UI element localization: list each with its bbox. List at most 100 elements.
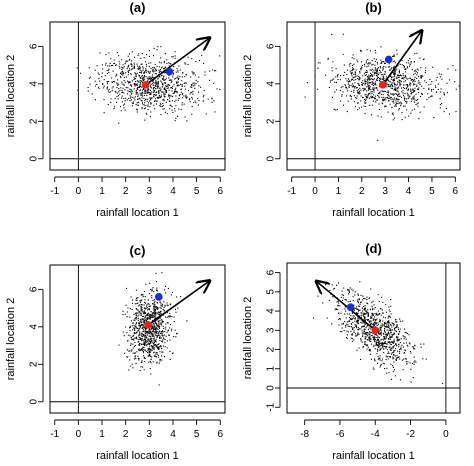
sample-point [377,336,379,338]
sample-point [146,77,148,79]
sample-point [135,322,137,324]
sample-point [103,87,105,89]
sample-point [405,109,408,111]
sample-point [124,100,126,102]
sample-point [198,100,200,102]
sample-point [105,54,107,56]
sample-point [139,79,141,81]
sample-point [155,311,157,313]
sample-point [394,330,396,332]
sample-point [145,283,147,285]
sample-point [420,92,423,94]
sample-point [448,79,451,81]
sample-point [164,346,166,348]
sample-point [145,340,147,342]
sample-point [147,303,149,305]
sample-point [412,362,414,365]
x-axis-label: rainfall location 1 [332,207,415,219]
sample-point [410,79,412,81]
sample-point [354,333,357,335]
sample-point [357,302,360,304]
sample-point [377,94,379,96]
sample-point [359,358,362,361]
sample-point [129,58,131,61]
sample-point [159,358,162,361]
sample-point [390,332,392,334]
sample-point [159,96,161,98]
sample-point [166,87,168,89]
sample-point [378,95,380,97]
sample-point [409,350,411,353]
sample-point [386,343,388,345]
sample-point [145,331,148,333]
sample-point [422,75,424,77]
sample-point [331,33,333,36]
sample-point [372,83,374,85]
sample-point [106,70,108,72]
sample-point [372,367,374,369]
sample-point [356,313,359,315]
sample-point [164,289,166,291]
sample-point [337,300,339,302]
sample-point [138,81,140,83]
sample-point [391,336,393,338]
sample-point [346,88,348,90]
sample-point [403,66,405,68]
sample-point [336,109,338,111]
sample-point [386,342,388,344]
sample-point [383,79,385,81]
sample-point [136,331,138,333]
sample-point [396,89,398,91]
sample-point [79,72,82,74]
sample-point [377,77,380,79]
sample-point [177,84,179,86]
y-axis-label: rainfall location 2 [242,55,254,138]
sample-point [152,316,154,318]
sample-point [373,78,376,80]
sample-point [355,335,358,337]
x-tick-label: 5 [194,429,200,440]
sample-point [159,340,161,342]
sample-point [174,89,176,91]
sample-point [380,342,382,344]
sample-point [421,76,423,78]
sample-point [364,81,366,83]
sample-point [397,327,399,329]
sample-point [368,340,370,342]
sample-point [375,334,377,336]
sample-point [366,66,368,68]
sample-point [404,116,406,118]
sample-point [388,66,391,68]
sample-point [143,352,145,354]
sample-point [108,68,110,70]
sample-point [155,313,157,315]
sample-point [430,89,433,91]
sample-point [191,57,193,60]
sample-point [380,59,382,61]
sample-point [443,94,445,96]
sample-point [141,323,143,325]
sample-point [389,337,391,339]
sample-point [130,73,132,75]
sample-point [395,87,397,89]
sample-point [365,332,367,334]
sample-point [149,116,151,118]
sample-point [172,352,174,354]
sample-point [104,75,106,77]
sample-point [363,333,365,335]
sample-point [400,103,402,105]
sample-point [365,336,367,338]
sample-point [405,342,407,344]
sample-point [130,74,132,76]
sample-point [112,70,114,72]
sample-point [391,85,393,87]
sample-point [166,304,168,306]
sample-point [160,95,162,98]
sample-point [137,104,139,106]
sample-point [173,84,175,86]
sample-point [411,109,413,111]
sample-point [157,82,159,84]
sample-point [367,303,369,305]
sample-point [151,349,153,351]
sample-point [406,102,408,104]
